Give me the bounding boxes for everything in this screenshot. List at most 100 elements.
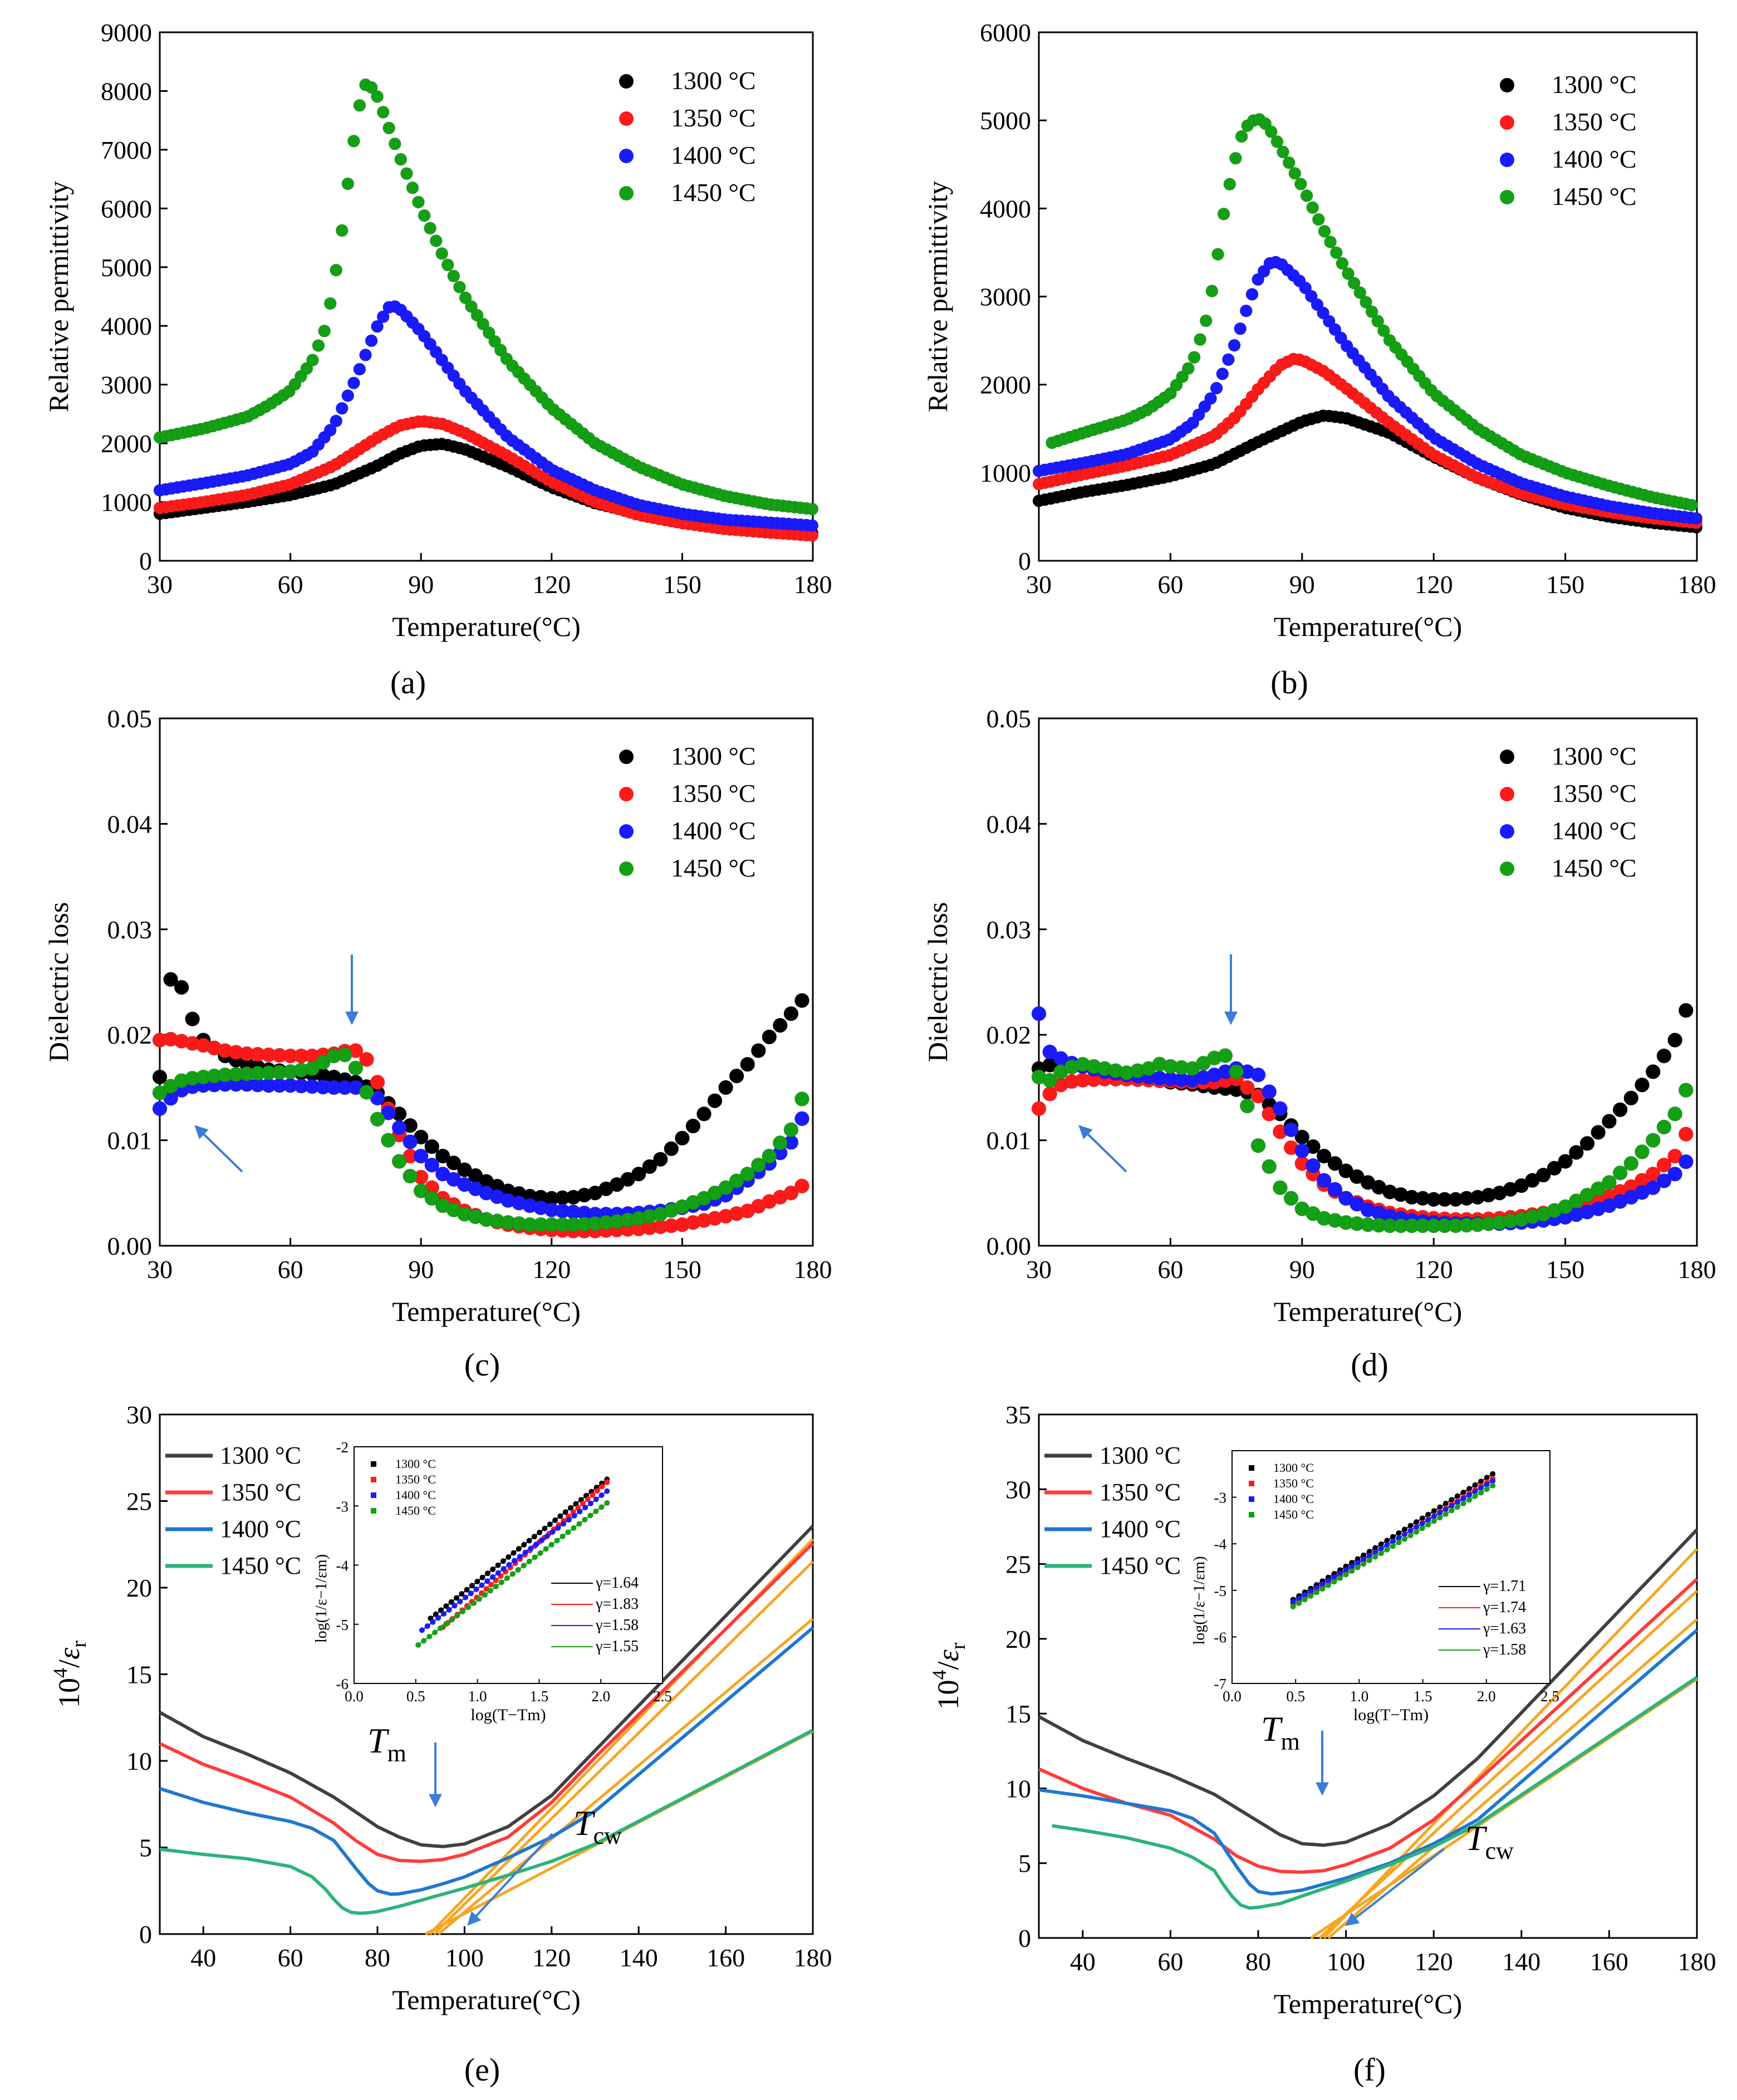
inset-point bbox=[1384, 1538, 1390, 1544]
data-point bbox=[762, 1148, 777, 1164]
legend-marker bbox=[619, 824, 634, 839]
data-point bbox=[1656, 1173, 1672, 1188]
data-point bbox=[335, 402, 349, 415]
y-tick-label: 2000 bbox=[101, 429, 152, 458]
legend-label: 1300 °C bbox=[1100, 1442, 1181, 1469]
inset-point bbox=[463, 1594, 469, 1600]
inset-x-label: log(T−Tm) bbox=[1353, 1706, 1429, 1724]
data-point bbox=[1667, 1166, 1683, 1182]
inset-legend-marker bbox=[1249, 1512, 1254, 1518]
inset-point bbox=[565, 1529, 571, 1535]
inset-point bbox=[500, 1558, 506, 1564]
data-point bbox=[376, 105, 390, 119]
inset-point bbox=[1402, 1536, 1407, 1542]
inset-x-tick-label: 2.0 bbox=[591, 1688, 610, 1705]
inset-point bbox=[1484, 1475, 1490, 1481]
y-tick-label: 6000 bbox=[101, 194, 152, 223]
curie-weiss-fit bbox=[437, 1618, 814, 1935]
data-point bbox=[424, 222, 437, 235]
series-1300 bbox=[1031, 1002, 1694, 1207]
legend-label: 1450 °C bbox=[671, 854, 756, 882]
inset-x-tick-label: 1.5 bbox=[1414, 1688, 1432, 1705]
data-point bbox=[323, 424, 337, 437]
inset-x-tick-label: 1.0 bbox=[468, 1688, 487, 1705]
data-point bbox=[312, 339, 325, 352]
inset-legend-marker bbox=[1249, 1481, 1254, 1486]
data-point bbox=[1591, 1124, 1606, 1140]
inset-point bbox=[488, 1582, 494, 1588]
inset-point bbox=[438, 1625, 444, 1631]
legend-marker bbox=[1500, 153, 1514, 167]
inset-point bbox=[430, 1619, 436, 1625]
y-tick-label: 0 bbox=[1018, 547, 1031, 575]
legend-marker bbox=[619, 111, 634, 126]
x-tick-label: 60 bbox=[278, 570, 303, 599]
data-point bbox=[1188, 351, 1201, 364]
curie-weiss-fit bbox=[1318, 1590, 1698, 1939]
inset-point bbox=[1378, 1545, 1384, 1551]
data-point bbox=[1656, 1119, 1672, 1135]
inset-x-tick-label: 1.0 bbox=[1350, 1688, 1369, 1705]
y-tick-label: 5 bbox=[1018, 1849, 1031, 1878]
inset-legend-marker bbox=[1249, 1465, 1254, 1471]
inset-point bbox=[1361, 1561, 1367, 1567]
data-point bbox=[718, 1080, 734, 1095]
data-point bbox=[388, 137, 401, 150]
inset-point bbox=[549, 1529, 556, 1535]
inset-point bbox=[554, 1538, 560, 1544]
inset-point bbox=[460, 1608, 465, 1614]
inset-point bbox=[543, 1546, 549, 1552]
data-point bbox=[453, 281, 466, 293]
data-point bbox=[1601, 1174, 1617, 1190]
data-point bbox=[1635, 1144, 1650, 1159]
inset-point bbox=[522, 1549, 528, 1555]
x-axis-label: Temperature(°C) bbox=[1274, 611, 1463, 642]
series-tail bbox=[1476, 1629, 1698, 1822]
data-point bbox=[1685, 498, 1698, 512]
inset-point bbox=[571, 1512, 577, 1519]
data-point bbox=[429, 234, 443, 247]
data-point bbox=[337, 1047, 352, 1063]
inset-point bbox=[1484, 1486, 1490, 1492]
data-point bbox=[1327, 1182, 1343, 1197]
legend-marker bbox=[1500, 750, 1514, 764]
tcw-arrow bbox=[467, 1833, 553, 1926]
inset-point bbox=[498, 1579, 504, 1585]
data-point bbox=[381, 1133, 396, 1148]
data-point bbox=[330, 414, 343, 428]
series-1350 bbox=[159, 1742, 597, 1863]
y-tick-label: 25 bbox=[126, 1487, 152, 1516]
x-tick-label: 40 bbox=[190, 1944, 216, 1972]
data-point bbox=[1365, 305, 1378, 319]
data-point bbox=[1347, 277, 1361, 290]
inset-point bbox=[482, 1592, 488, 1598]
data-point bbox=[1623, 1156, 1639, 1171]
x-tick-label: 120 bbox=[1415, 1947, 1453, 1976]
panel-c: 30 60 90 120 150 180 0.00 0.01 0.02 0.03 0.04 0.05 T… bbox=[43, 704, 832, 1383]
data-point bbox=[353, 99, 366, 112]
x-tick-label: 180 bbox=[794, 570, 832, 599]
inset-y-tick-label: -5 bbox=[336, 1617, 349, 1633]
inset-x-tick-label: 2.5 bbox=[653, 1688, 672, 1705]
data-point bbox=[1300, 189, 1313, 202]
tm-annotation: Tm bbox=[367, 1721, 406, 1767]
inset-point bbox=[476, 1596, 482, 1602]
data-point bbox=[1218, 1048, 1233, 1064]
inset-x-tick-label: 0.0 bbox=[1223, 1688, 1242, 1705]
inset-point bbox=[1384, 1546, 1390, 1553]
panel-d: 30 60 90 120 150 180 0.00 0.01 0.02 0.03 0.04 0.05 T… bbox=[922, 704, 1716, 1383]
legend-label: 1450 °C bbox=[220, 1552, 301, 1579]
x-tick-label: 30 bbox=[147, 1255, 173, 1284]
inset-y-tick-label: -2 bbox=[336, 1439, 349, 1456]
data-point bbox=[1667, 1032, 1683, 1048]
inset-legend-label: 1450 °C bbox=[1273, 1507, 1314, 1521]
data-point bbox=[1547, 1161, 1562, 1176]
x-tick-label: 90 bbox=[408, 1255, 434, 1284]
inset-y-tick-label: -5 bbox=[1214, 1583, 1227, 1599]
legend-marker bbox=[1500, 861, 1514, 876]
data-point bbox=[488, 335, 502, 348]
y-tick-label: 0 bbox=[139, 1920, 152, 1949]
y-axis-label: Relative permittivity bbox=[922, 181, 953, 412]
inset-point bbox=[1454, 1504, 1460, 1510]
data-point bbox=[370, 1074, 385, 1090]
